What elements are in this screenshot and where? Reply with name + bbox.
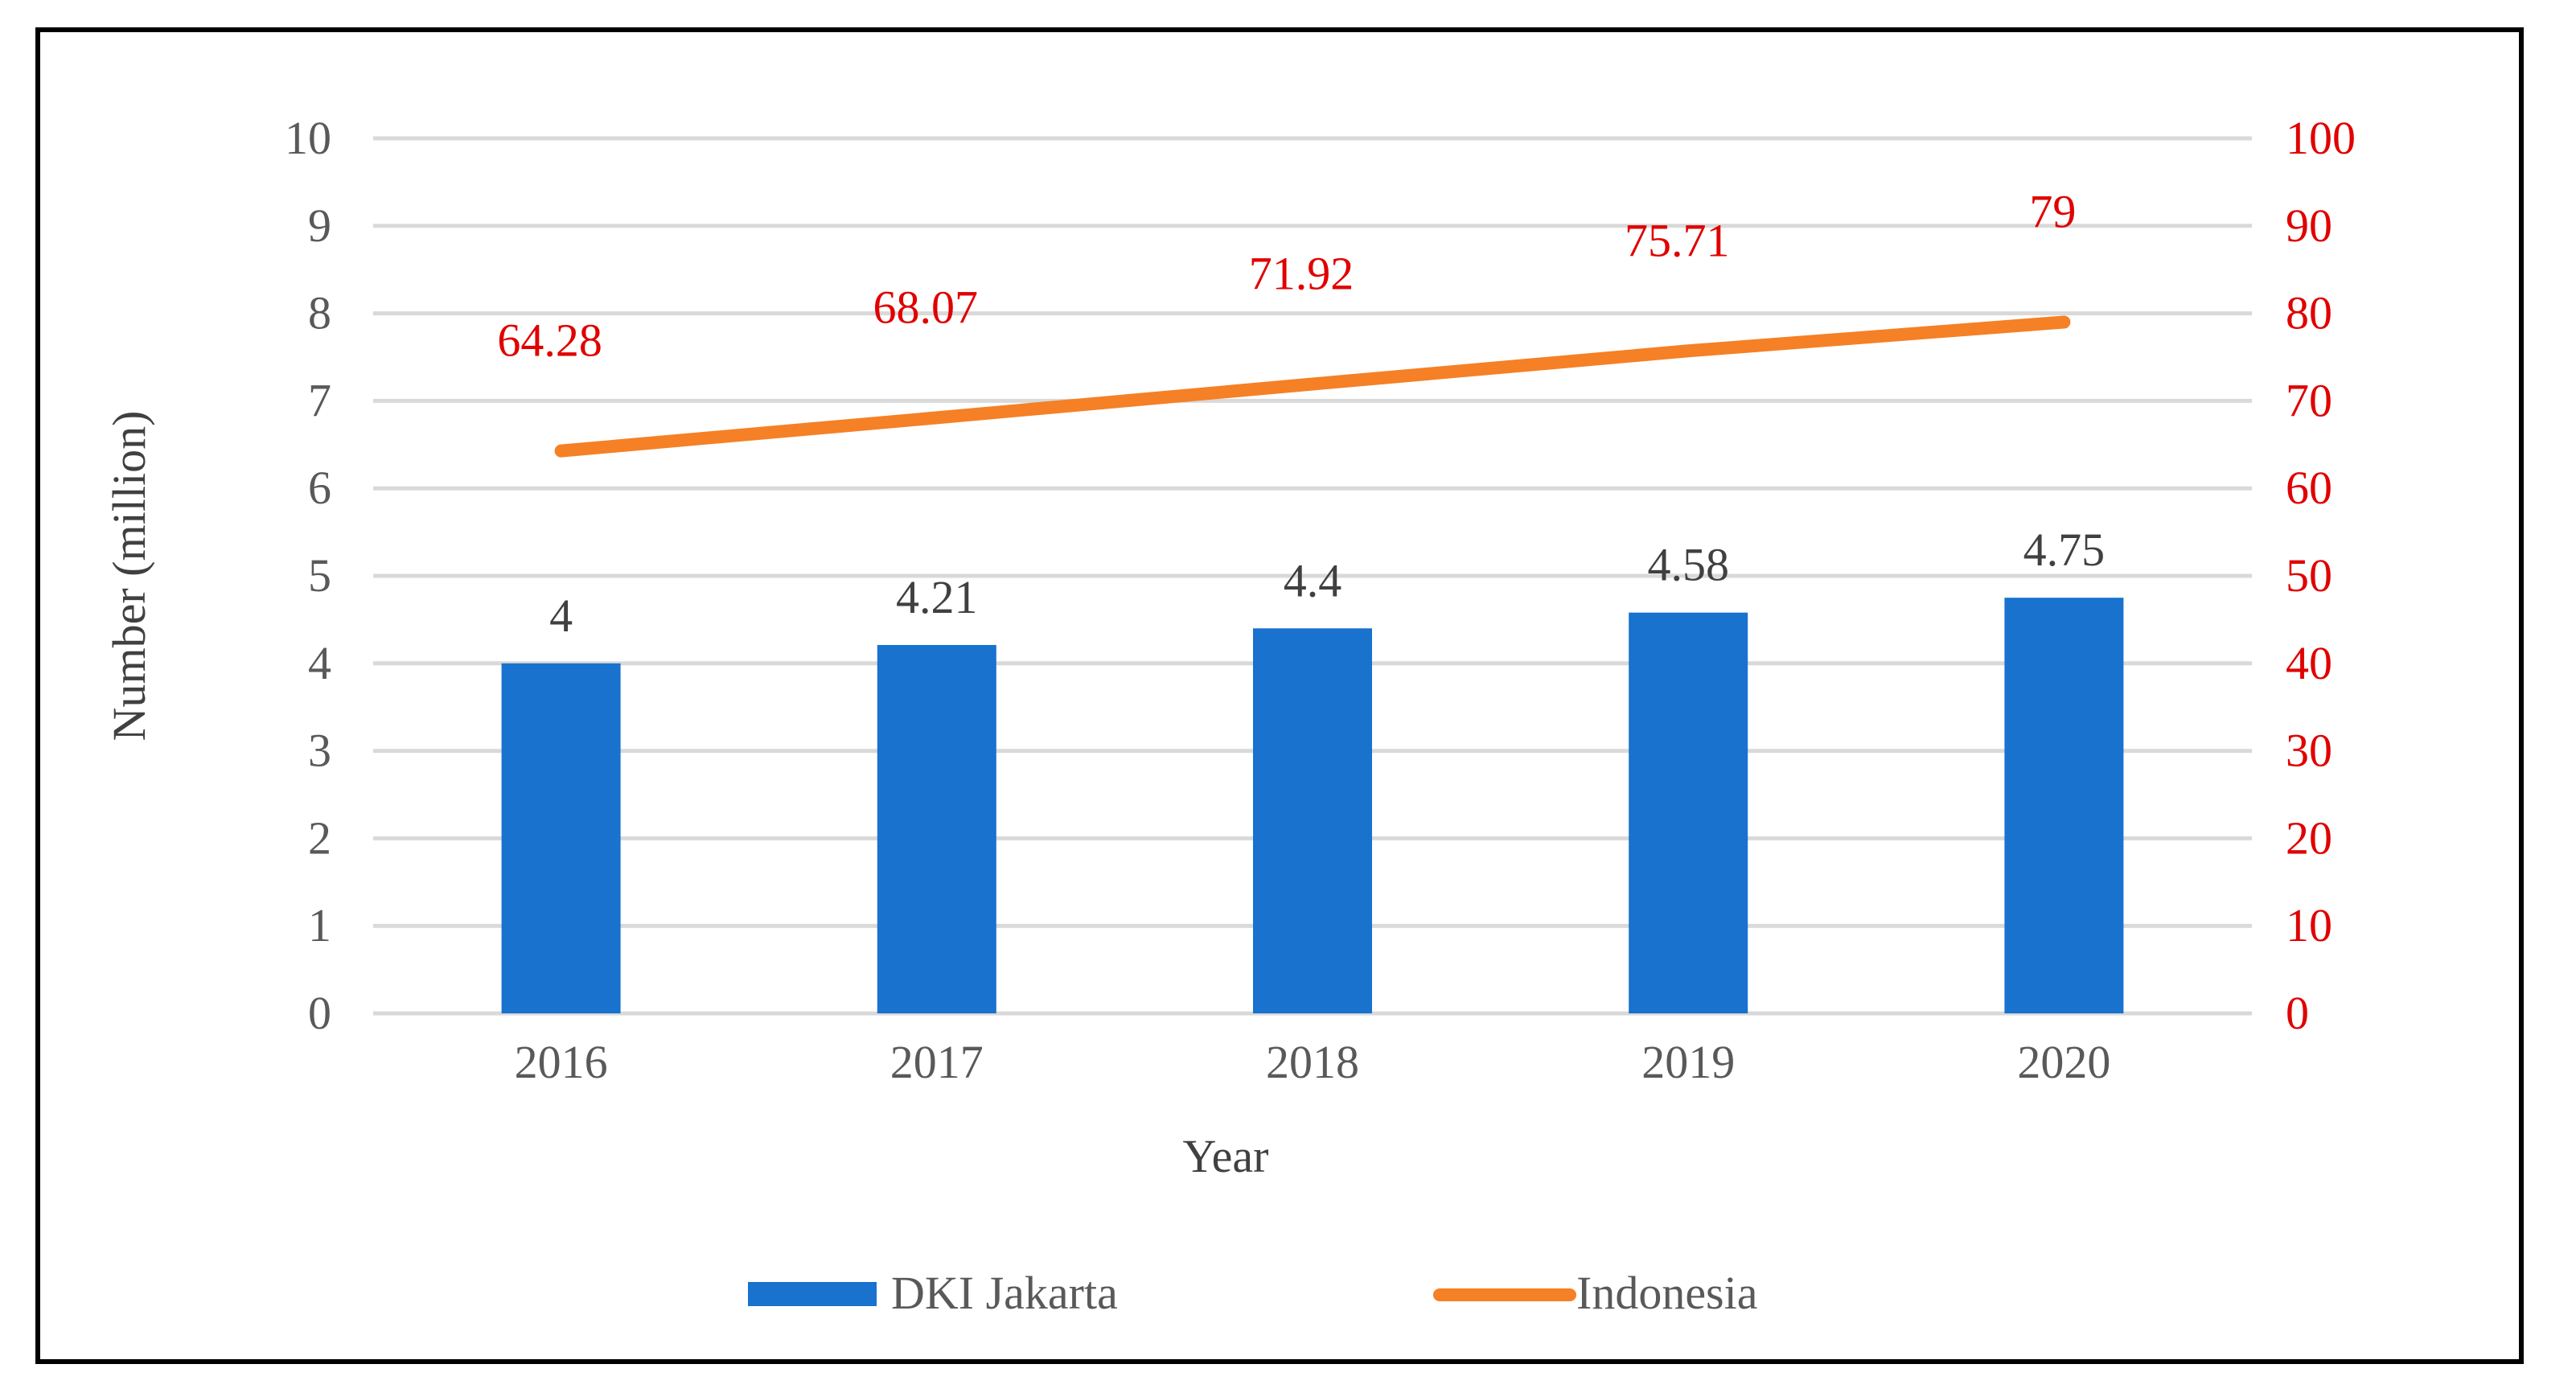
bar	[1253, 628, 1372, 1013]
x-axis-title: Year	[1183, 1130, 1269, 1182]
y-right-tick-label: 80	[2286, 287, 2332, 339]
y-right-tick-label: 100	[2286, 112, 2356, 164]
line-data-label: 71.92	[1249, 248, 1354, 300]
y-tick-label: 7	[308, 374, 331, 426]
line-data-labels: 64.28 68.07 71.92 75.71 79	[497, 185, 2076, 366]
y-right-tick-label: 60	[2286, 462, 2332, 514]
bar	[2004, 598, 2124, 1013]
x-axis: 2016 2017 2018 2019 2020	[515, 1036, 2111, 1088]
y-tick-label: 10	[285, 112, 331, 164]
bar	[877, 644, 996, 1013]
y-tick-label: 8	[308, 287, 331, 339]
bar-data-label: 4	[549, 590, 573, 642]
y-right-tick-label: 30	[2286, 725, 2332, 777]
y-right-tick-label: 0	[2286, 987, 2309, 1039]
y-axis-title: Number (million)	[103, 411, 155, 742]
bar-data-label: 4.75	[2023, 524, 2106, 576]
y-right-tick-label: 40	[2286, 637, 2332, 689]
x-tick-label: 2020	[2017, 1036, 2110, 1088]
bar-series-dki-jakarta	[501, 598, 2124, 1013]
bar	[1629, 612, 1748, 1013]
bar	[501, 663, 621, 1013]
line-data-label: 68.07	[873, 281, 979, 333]
chart-frame: 0 1 2 3 4 5 6 7 8 9 10 0 10 20 30 40 50 60 70 80 90 100 2016…	[35, 27, 2524, 1364]
y-tick-label: 4	[308, 637, 331, 689]
y-tick-label: 2	[308, 811, 331, 864]
y-right-tick-label: 50	[2286, 549, 2332, 602]
y-tick-label: 9	[308, 199, 331, 252]
line-data-label: 75.71	[1625, 214, 1730, 266]
line-data-label: 79	[2029, 185, 2076, 237]
x-tick-label: 2017	[890, 1036, 984, 1088]
bar-data-label: 4.21	[896, 571, 978, 623]
bar-data-label: 4.4	[1284, 554, 1342, 606]
y-right-tick-label: 10	[2286, 899, 2332, 951]
y-right-tick-label: 20	[2286, 811, 2332, 864]
y-tick-label: 6	[308, 462, 331, 514]
x-tick-label: 2018	[1266, 1036, 1359, 1088]
combo-chart: 0 1 2 3 4 5 6 7 8 9 10 0 10 20 30 40 50 60 70 80 90 100 2016…	[103, 112, 2356, 1319]
legend-label-indonesia: Indonesia	[1576, 1267, 1758, 1319]
x-tick-label: 2019	[1641, 1036, 1735, 1088]
bar-data-label: 4.58	[1647, 539, 1729, 591]
x-tick-label: 2016	[515, 1036, 608, 1088]
line-series-indonesia	[554, 315, 2071, 458]
y-right-tick-label: 90	[2286, 199, 2332, 252]
right-y-axis: 0 10 20 30 40 50 60 70 80 90 100	[2286, 112, 2356, 1039]
y-tick-label: 1	[308, 899, 331, 951]
bar-data-labels: 4 4.21 4.4 4.58 4.75	[549, 524, 2105, 642]
y-tick-label: 3	[308, 725, 331, 777]
y-right-tick-label: 70	[2286, 374, 2332, 426]
y-tick-label: 5	[308, 549, 331, 602]
line-path	[554, 315, 2071, 458]
legend-swatch-dki-jakarta	[748, 1282, 877, 1306]
left-y-axis: 0 1 2 3 4 5 6 7 8 9 10	[285, 112, 331, 1039]
y-tick-label: 0	[308, 987, 331, 1039]
legend: DKI Jakarta Indonesia	[748, 1267, 1758, 1319]
legend-label-dki-jakarta: DKI Jakarta	[891, 1267, 1118, 1319]
line-data-label: 64.28	[497, 314, 602, 367]
